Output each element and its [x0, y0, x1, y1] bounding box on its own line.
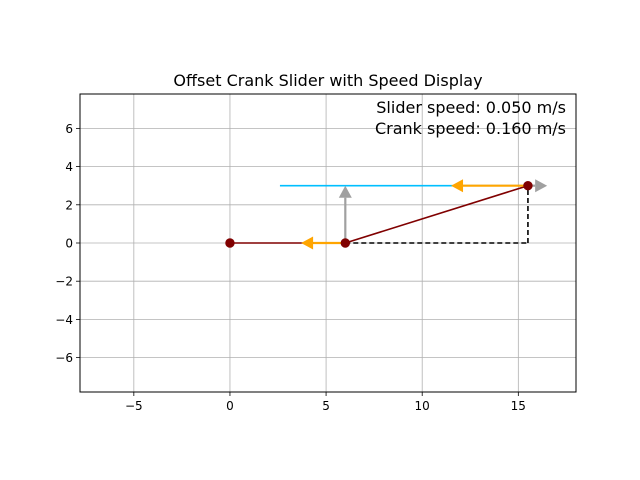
slider-speed-annotation: Slider speed: 0.050 m/s: [376, 98, 566, 117]
x-tick-label: 5: [322, 399, 330, 413]
x-tick-label: 10: [415, 399, 430, 413]
y-tick-label: 6: [65, 122, 73, 136]
crank-velocity-vertical-arrow: [338, 185, 352, 243]
x-tick-label: −5: [125, 399, 143, 413]
slider-velocity-arrow-head: [451, 179, 464, 193]
crank-velocity-arrow: [301, 236, 346, 250]
joint-marker: [225, 238, 235, 248]
annotation-layer: Slider speed: 0.050 m/s Crank speed: 0.1…: [375, 98, 566, 138]
vector-layer: [301, 179, 548, 250]
tick-layer: −5 0 5 10 15 −6 −4 −2 0 2 4 6: [55, 122, 526, 413]
slider-velocity-arrow: [451, 179, 528, 193]
y-tick-label: −6: [55, 351, 73, 365]
chart-title: Offset Crank Slider with Speed Display: [173, 71, 482, 90]
crank-velocity-arrow-head: [301, 236, 314, 250]
crank-velocity-vertical-arrow-head: [338, 185, 352, 198]
slider-velocity-horizontal-arrow-head: [535, 179, 548, 193]
y-tick-label: 2: [65, 198, 73, 212]
x-tick-label: 15: [511, 399, 526, 413]
crank-speed-annotation: Crank speed: 0.160 m/s: [375, 119, 566, 138]
y-tick-label: −2: [55, 275, 73, 289]
x-tick-label: 0: [226, 399, 234, 413]
y-tick-label: 4: [65, 160, 73, 174]
y-tick-label: −4: [55, 313, 73, 327]
joint-marker: [523, 180, 533, 191]
joint-marker: [340, 238, 351, 248]
coupler-link-line: [345, 184, 529, 244]
joint-layer: [225, 180, 533, 248]
y-tick-label: 0: [65, 237, 73, 251]
